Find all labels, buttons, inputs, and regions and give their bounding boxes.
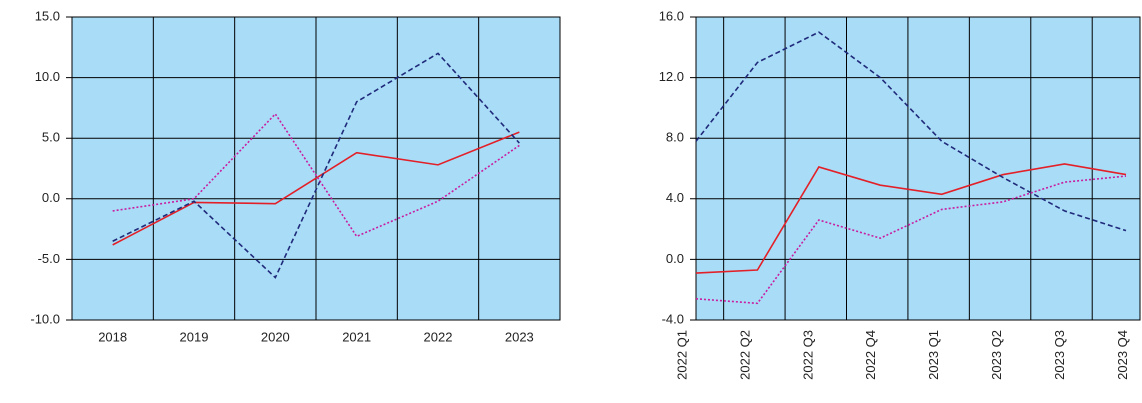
y-tick-label: 0.0 — [666, 251, 684, 266]
x-tick-label: 2023 Q3 — [1052, 330, 1067, 380]
x-tick-label: 2022 Q1 — [674, 330, 689, 380]
x-tick-label: 2018 — [98, 329, 127, 344]
series-line — [695, 31, 1127, 232]
y-tick-label: 8.0 — [666, 130, 684, 145]
series-line — [112, 52, 520, 279]
x-tick-label: 2022 Q4 — [863, 330, 878, 380]
plot-area — [695, 16, 1141, 321]
y-tick-label: -5.0 — [38, 251, 60, 266]
x-tick-label: 2022 Q2 — [737, 330, 752, 380]
series-line — [695, 163, 1127, 274]
x-tick-label: 2019 — [180, 329, 209, 344]
y-tick-label: 15.0 — [35, 8, 60, 23]
y-tick-label: 5.0 — [42, 130, 60, 145]
x-tick-label: 2021 — [342, 329, 371, 344]
y-tick-label: 0.0 — [42, 190, 60, 205]
x-tick-label: 2022 — [424, 329, 453, 344]
y-tick-label: -10.0 — [30, 311, 60, 326]
y-tick-label: 10.0 — [35, 69, 60, 84]
x-tick-label: 2023 Q4 — [1115, 330, 1130, 380]
y-tick-label: 4.0 — [666, 190, 684, 205]
y-tick-label: 12.0 — [659, 69, 684, 84]
x-tick-label: 2020 — [261, 329, 290, 344]
x-tick-label: 2023 — [505, 329, 534, 344]
y-tick-label: 16.0 — [659, 8, 684, 23]
x-tick-label: 2023 Q2 — [989, 330, 1004, 380]
series-line — [695, 175, 1127, 305]
x-tick-label: 2023 Q1 — [926, 330, 941, 380]
series-line — [112, 131, 520, 246]
x-tick-label: 2022 Q3 — [800, 330, 815, 380]
y-tick-label: -4.0 — [662, 311, 684, 326]
series-line — [112, 112, 520, 238]
